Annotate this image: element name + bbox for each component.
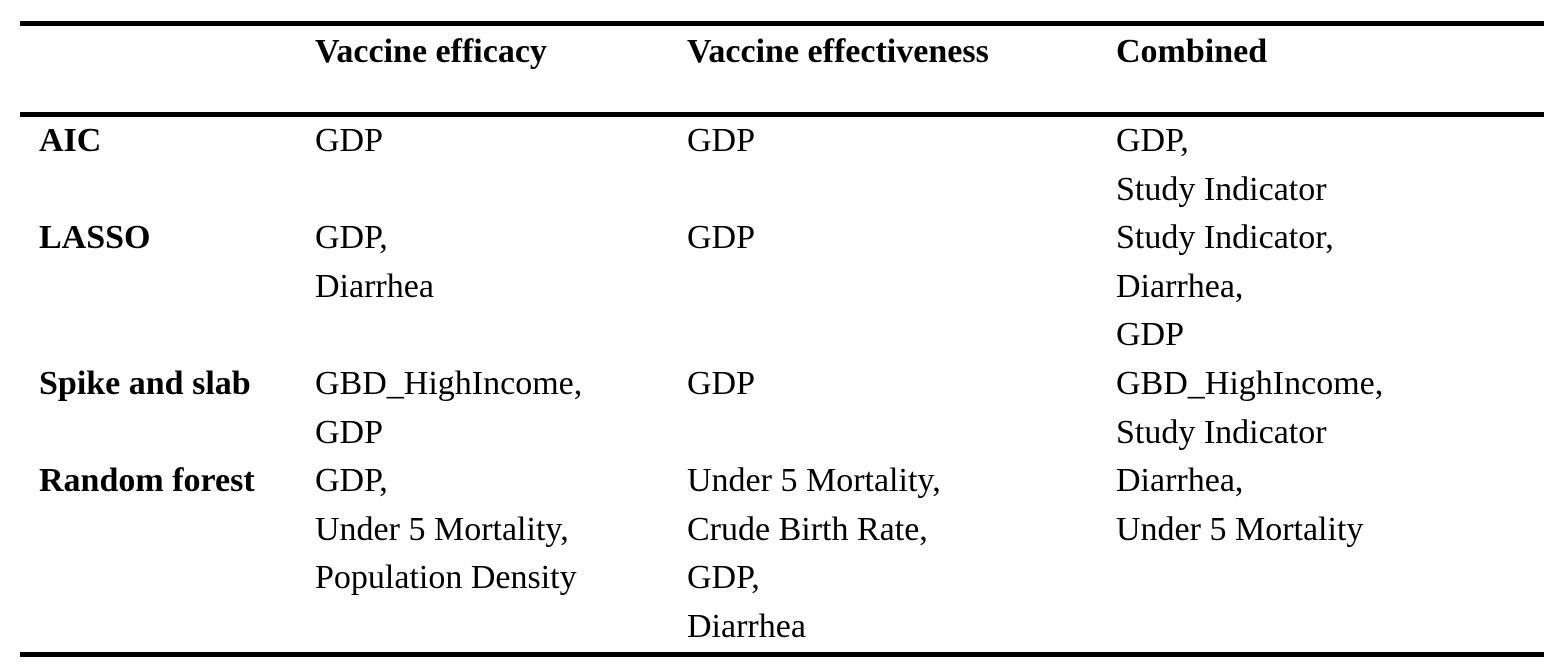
cell-spike-efficacy: GBD_HighIncome, GDP: [315, 360, 582, 457]
cell-line: GDP: [687, 365, 756, 402]
cell-line: GDP: [1116, 316, 1185, 353]
header-vaccine-efficacy: Vaccine efficacy: [315, 33, 547, 70]
header-rule: [20, 112, 1544, 117]
cell-line: Study Indicator,: [1116, 219, 1334, 256]
row-label-spike-and-slab: Spike and slab: [39, 365, 251, 402]
row-label-aic: AIC: [39, 122, 102, 159]
table-bottom-rule: [20, 652, 1544, 657]
cell-aic-effectiveness: GDP: [687, 117, 755, 166]
cell-line: Under 5 Mortality,: [687, 462, 941, 499]
cell-line: GDP: [687, 219, 756, 256]
cell-line: GBD_HighIncome,: [1116, 365, 1384, 402]
table-top-rule: [20, 21, 1544, 26]
cell-rf-combined: Diarrhea, Under 5 Mortality: [1116, 457, 1363, 554]
cell-line: GDP: [315, 413, 384, 451]
cell-line: GDP,: [687, 559, 760, 596]
cell-line: GBD_HighIncome,: [315, 365, 583, 402]
cell-rf-efficacy: GDP, Under 5 Mortality, Population Densi…: [315, 457, 577, 603]
header-vaccine-effectiveness: Vaccine effectiveness: [687, 33, 989, 70]
cell-spike-effectiveness: GDP: [687, 360, 755, 409]
cell-line: Study Indicator: [1116, 170, 1327, 208]
cell-line: GDP: [315, 122, 384, 159]
cell-aic-efficacy: GDP: [315, 117, 383, 166]
cell-line: Under 5 Mortality: [1116, 510, 1364, 548]
cell-line: GDP,: [315, 462, 388, 499]
cell-aic-combined: GDP, Study Indicator: [1116, 117, 1327, 214]
cell-line: Crude Birth Rate,: [687, 510, 928, 548]
row-label-lasso: LASSO: [39, 219, 151, 256]
cell-line: GDP,: [315, 219, 388, 256]
cell-line: Study Indicator: [1116, 413, 1327, 451]
cell-lasso-effectiveness: GDP: [687, 214, 755, 263]
cell-line: Under 5 Mortality,: [315, 510, 569, 548]
cell-line: Diarrhea: [315, 267, 434, 305]
cell-line: GDP,: [1116, 122, 1189, 159]
header-combined: Combined: [1116, 33, 1268, 70]
cell-line: Diarrhea,: [1116, 462, 1244, 499]
cell-rf-effectiveness: Under 5 Mortality, Crude Birth Rate, GDP…: [687, 457, 941, 651]
cell-lasso-combined: Study Indicator, Diarrhea, GDP: [1116, 214, 1334, 360]
cell-line: Diarrhea: [687, 607, 806, 645]
cell-lasso-efficacy: GDP, Diarrhea: [315, 214, 434, 311]
cell-spike-combined: GBD_HighIncome, Study Indicator: [1116, 360, 1383, 457]
cell-line: Diarrhea,: [1116, 267, 1244, 305]
cell-line: GDP: [687, 122, 756, 159]
row-label-random-forest: Random forest: [39, 462, 255, 499]
cell-line: Population Density: [315, 559, 577, 596]
